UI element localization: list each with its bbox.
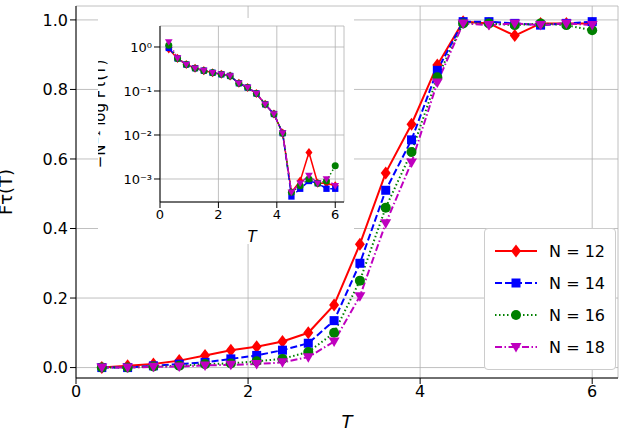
svg-text:2: 2 <box>243 382 253 401</box>
svg-text:4: 4 <box>415 382 425 401</box>
svg-text:10⁻³: 10⁻³ <box>123 172 152 187</box>
svg-text:Fτ(T): Fτ(T) <box>8 169 16 215</box>
svg-text:−N⁻¹ log Fτ(T): −N⁻¹ log Fτ(T) <box>98 60 109 169</box>
html-text:N = 12: N = 12 <box>549 241 605 261</box>
svg-text:6: 6 <box>587 382 597 401</box>
svg-text:0.6: 0.6 <box>43 150 68 169</box>
html-text:N = 14: N = 14 <box>549 273 605 293</box>
svg-text:10⁻¹: 10⁻¹ <box>123 84 152 99</box>
svg-text:0.4: 0.4 <box>43 219 68 238</box>
svg-text:2: 2 <box>214 207 222 222</box>
svg-text:T: T <box>247 228 258 244</box>
svg-text:10⁰: 10⁰ <box>130 40 152 55</box>
svg-text:1.0: 1.0 <box>43 11 68 30</box>
svg-text:0.2: 0.2 <box>43 289 68 308</box>
svg-text:0: 0 <box>71 382 81 401</box>
svg-text:0.0: 0.0 <box>43 358 68 377</box>
svg-text:4: 4 <box>273 207 281 222</box>
html-text:N = 16: N = 16 <box>549 305 605 325</box>
svg-text:T: T <box>342 411 355 432</box>
html-text:N = 18: N = 18 <box>549 337 605 357</box>
svg-text:0: 0 <box>156 207 164 222</box>
svg-text:0.8: 0.8 <box>43 80 68 99</box>
svg-text:10⁻²: 10⁻² <box>123 128 152 143</box>
svg-text:6: 6 <box>331 207 339 222</box>
